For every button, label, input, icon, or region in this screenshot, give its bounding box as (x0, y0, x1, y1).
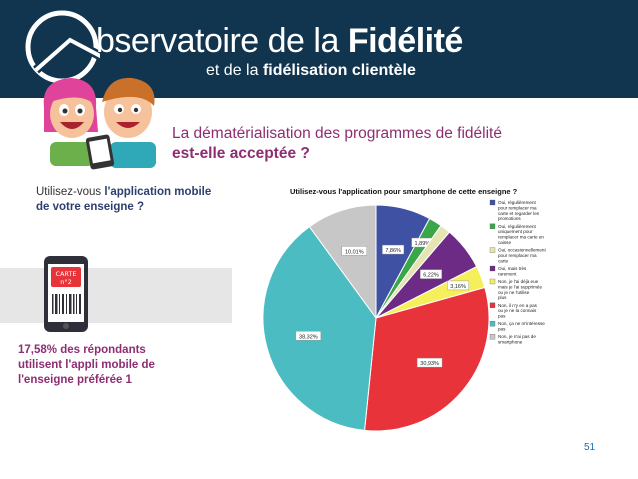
legend-label-7: Non, ça ne m'intéresse pas (498, 321, 545, 331)
question-line-1: La dématérialisation des programmes de f… (172, 125, 502, 142)
card-text-1: CARTE (55, 270, 76, 278)
pie-chart: Utilisez-vous l'application pour smartph… (262, 187, 546, 432)
question-text: La dématérialisation des programmes de f… (172, 124, 502, 164)
slice-label-box-5 (447, 280, 470, 291)
card-text-2: n°2 (60, 278, 72, 286)
mascots-illustration (43, 77, 156, 170)
slice-label-4: 6,22% (423, 273, 439, 279)
legend-swatch-7 (489, 321, 496, 327)
stat-text: 17,58% des répondants utilisent l'appli … (18, 344, 155, 386)
header-band (0, 0, 638, 98)
slice-label-box-1 (382, 244, 405, 255)
legend-label-4: Oui, mais très rarement (498, 266, 527, 276)
legend-label-2: Oui, régulièrement uniquement pour remplac… (498, 224, 544, 245)
legend-label-1: Oui, régulièrement pour remplacer ma carte… (498, 200, 540, 221)
legend-swatch-4 (489, 265, 496, 272)
legend-label-6: Non, il n'y en a pas ou je ne la connais p… (498, 303, 538, 319)
legend-swatch-3 (489, 247, 496, 253)
legend-swatch-8 (489, 334, 496, 340)
pie-slices: 7,86% 1,89% 6,22% 3,16% 30,93% 38,32% 10,01% (262, 204, 490, 432)
slice-label-box-8 (341, 246, 368, 256)
slice-label-2: 1,89% (415, 241, 431, 247)
question-line-2: est-elle acceptée ? (172, 145, 310, 162)
legend-label-3: Oui, occasionnellement pour remplacer ma c… (498, 248, 546, 264)
slice-label-box-6 (416, 357, 443, 368)
legend-swatch-1 (489, 199, 496, 206)
slice-label-1: 7,86% (385, 248, 401, 254)
left-question: Utilisez-vous l'application mobile de vo… (36, 186, 212, 213)
slice-label-6: 30,93% (420, 361, 439, 367)
pie-slice-8 (308, 204, 377, 320)
grey-band (0, 268, 232, 323)
legend-label-5: Non, je l'ai déjà eue mais je l'ai suppri… (498, 279, 542, 300)
slice-label-box-7 (295, 331, 322, 341)
slice-label-7: 38,32% (299, 334, 318, 340)
brand-title: bservatoire de la Fidélité (96, 22, 463, 60)
legend-swatch-2 (489, 223, 496, 229)
slice-label-box-4 (420, 269, 442, 279)
chart-legend: Oui, régulièrement pour remplacer ma carte… (489, 199, 546, 345)
phone-card-icon: CARTE n°2 (44, 256, 88, 332)
brand-subtitle: et de la fidélisation clientèle (206, 62, 416, 79)
legend-swatch-5 (489, 278, 496, 285)
slice-label-8: 10,01% (345, 249, 364, 255)
pie-slice-7 (262, 225, 377, 431)
page-number: 51 (584, 442, 596, 453)
legend-label-8: Non, je n'ai pas de smartphone (498, 334, 536, 344)
legend-swatch-6 (489, 302, 496, 308)
chart-title: Utilisez-vous l'application pour smartph… (290, 187, 518, 196)
slice-label-5: 3,16% (450, 284, 466, 290)
